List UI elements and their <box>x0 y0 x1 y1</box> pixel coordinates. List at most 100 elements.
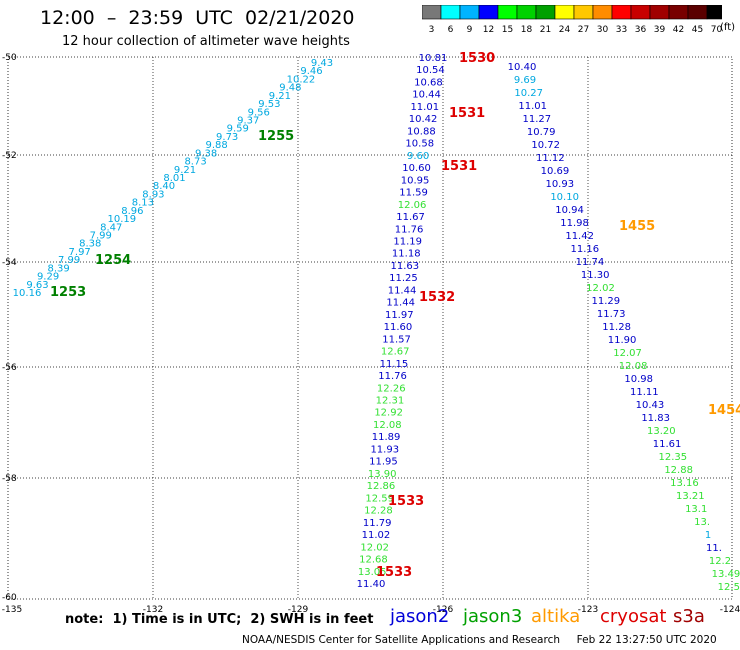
wave-height-value: 12.59 <box>718 582 740 593</box>
wave-height-value: 10.81 <box>419 53 448 64</box>
pass-time-label: 1455 <box>619 219 655 234</box>
page-subtitle: 12 hour collection of altimeter wave hei… <box>62 34 350 49</box>
wave-height-value: 8.38 <box>79 239 101 250</box>
wave-height-value: 11.44 <box>386 298 415 309</box>
wave-height-value: 11.59 <box>399 188 428 199</box>
colorbar-tick-label: 12 <box>483 25 494 35</box>
legend-s3a: s3a <box>673 606 705 627</box>
page-title: 12:00 – 23:59 UTC 02/21/2020 <box>40 7 355 29</box>
colorbar-tick-label: 24 <box>559 25 571 35</box>
wave-height-value: 12.26 <box>377 383 406 394</box>
wave-height-value: 8.39 <box>47 263 69 274</box>
colorbar-tick-label: 27 <box>578 25 589 35</box>
wave-height-value: 11.01 <box>518 101 547 112</box>
wave-height-value: 12.59 <box>365 493 394 504</box>
longitude-tick-label: -124 <box>720 605 740 615</box>
wave-height-value: 10.40 <box>508 62 537 73</box>
wave-height-value: 9.43 <box>311 58 333 69</box>
wave-height-value: 11.01 <box>410 102 439 113</box>
wave-height-value: 11.11 <box>630 387 659 398</box>
wave-height-value: 11.19 <box>393 236 422 247</box>
colorbar-swatch <box>706 5 722 20</box>
pass-time-label: 1530 <box>459 51 495 66</box>
wave-height-value: 12.35 <box>659 452 688 463</box>
colorbar-tick-label: 30 <box>597 25 609 35</box>
latitude-tick-label: -58 <box>2 474 17 484</box>
wave-height-value: 9.69 <box>514 75 536 86</box>
wave-height-value: 13.05 <box>358 567 387 578</box>
wave-height-value: 12.02 <box>360 542 389 553</box>
pass-time-label: 1254 <box>95 253 131 268</box>
colorbar-tick-label: 42 <box>673 25 684 35</box>
wave-height-value: 9.48 <box>279 83 301 94</box>
wave-height-value: 11.76 <box>378 371 407 382</box>
colorbar-tick-label: 9 <box>467 25 473 35</box>
pass-time-label: 1253 <box>50 285 86 300</box>
legend-altika: altika <box>531 606 581 627</box>
wave-height-value: 11.30 <box>581 270 610 281</box>
pass-time-label: 1255 <box>258 129 294 144</box>
wave-height-value: 11.76 <box>395 224 424 235</box>
colorbar-tick-label: 45 <box>692 25 703 35</box>
wave-height-value: 10.54 <box>416 65 445 76</box>
wave-height-value: 12.86 <box>367 481 396 492</box>
wave-height-value: 10.88 <box>407 126 436 137</box>
wave-height-value: 10.16 <box>13 288 42 299</box>
pass-time-label: 1531 <box>441 159 477 174</box>
wave-height-value: 12.92 <box>374 408 403 419</box>
wave-height-value: 9.53 <box>258 99 280 110</box>
wave-height-value: 13. <box>694 517 710 528</box>
wave-height-value: 11.83 <box>641 413 670 424</box>
wave-height-value: 7.99 <box>90 231 112 242</box>
wave-height-value: 11.63 <box>391 261 420 272</box>
longitude-tick-label: -123 <box>578 605 598 615</box>
wave-height-value: 8.13 <box>132 198 154 209</box>
wave-height-value: 11.42 <box>565 231 594 242</box>
wave-height-value: 10.68 <box>414 77 443 88</box>
wave-height-value: 1 <box>705 530 711 541</box>
wave-height-value: 11.15 <box>380 359 409 370</box>
wave-height-value: 11.29 <box>592 296 621 307</box>
longitude-tick-label: -129 <box>288 605 309 615</box>
wave-height-value: 12.06 <box>398 200 427 211</box>
wave-height-value: 8.73 <box>184 157 206 168</box>
wave-height-value: 11. <box>706 543 722 554</box>
wave-height-value: 8.01 <box>163 173 185 184</box>
colorbar-tick-label: 33 <box>616 25 627 35</box>
wave-height-value: 9.37 <box>237 116 259 127</box>
wave-height-value: 9.21 <box>174 165 196 176</box>
wave-height-value: 10.93 <box>545 179 574 190</box>
wave-height-value: 11.27 <box>523 114 552 125</box>
wave-height-value: 11.57 <box>382 334 411 345</box>
wave-height-value: 12.28 <box>364 506 393 517</box>
wave-height-value: 10.27 <box>514 88 543 99</box>
wave-height-value: 13.21 <box>676 491 705 502</box>
wave-height-value: 10.94 <box>555 205 584 216</box>
wave-height-value: 12.68 <box>359 555 388 566</box>
wave-height-value: 9.46 <box>300 66 322 77</box>
colorbar-tick-label: 15 <box>502 25 513 35</box>
colorbar-tick-label: 36 <box>635 25 647 35</box>
wave-height-value: 11.61 <box>653 439 682 450</box>
wave-height-value: 12.08 <box>619 361 648 372</box>
wave-height-value: 11.25 <box>389 273 418 284</box>
wave-height-value: 11.02 <box>362 530 391 541</box>
wave-height-value: 9.59 <box>227 124 249 135</box>
colorbar-tick-label: 3 <box>429 25 435 35</box>
wave-height-value: 11.28 <box>602 322 631 333</box>
latitude-tick-label: -60 <box>2 593 17 603</box>
wave-height-value: 9.73 <box>216 132 238 143</box>
wave-height-value: 9.60 <box>407 151 429 162</box>
wave-height-value: 12.02 <box>586 283 615 294</box>
colorbar-tick-label: 39 <box>654 25 666 35</box>
pass-time-label: 1533 <box>388 494 424 509</box>
wave-height-value: 11.67 <box>396 212 425 223</box>
latitude-tick-label: -54 <box>2 258 17 268</box>
wave-height-value: 10.69 <box>541 166 570 177</box>
longitude-tick-label: -132 <box>143 605 163 615</box>
wave-height-value: 11.73 <box>597 309 626 320</box>
wave-height-value: 11.90 <box>608 335 637 346</box>
wave-height-value: 10.44 <box>412 90 441 101</box>
wave-height-value: 11.60 <box>384 322 413 333</box>
